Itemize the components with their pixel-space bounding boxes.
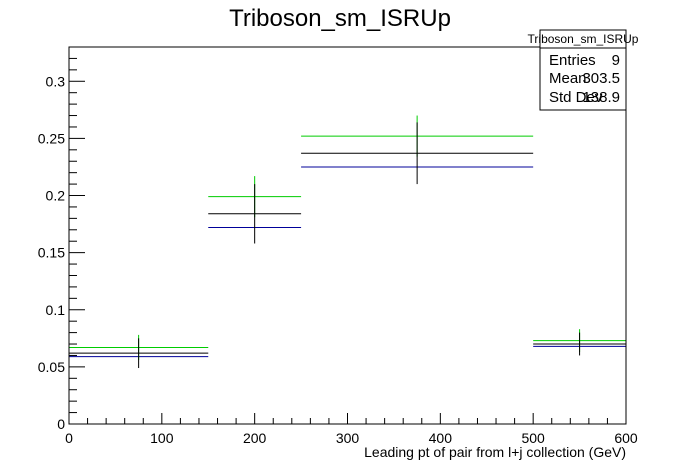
y-tick-label: 0 (57, 416, 65, 432)
y-tick-label: 0.05 (38, 359, 65, 375)
x-axis-label: Leading pt of pair from l+j collection (… (364, 444, 626, 460)
y-tick-label: 0.25 (38, 130, 65, 146)
stats-label-mean: Mean (549, 70, 587, 87)
x-tick-label: 600 (614, 430, 638, 446)
chart-title: Triboson_sm_ISRUp (229, 5, 451, 32)
x-tick-label: 300 (336, 430, 360, 446)
stats-box-frame (539, 29, 627, 111)
x-tick-label: 500 (521, 430, 545, 446)
x-tick-label: 0 (65, 430, 73, 446)
stats-value-std-dev: 138.9 (582, 89, 620, 106)
y-tick-label: 0.3 (46, 73, 66, 89)
x-tick-label: 100 (150, 430, 174, 446)
y-tick-label: 0.1 (46, 302, 66, 318)
x-tick-label: 400 (429, 430, 453, 446)
stats-label-entries: Entries (549, 52, 596, 69)
x-tick-label: 200 (243, 430, 267, 446)
axes-layer: 0 100 200 300 400 500 600 0 0.05 0.1 0.15 0.2 0.25 0.… (38, 46, 638, 446)
data-layer (69, 115, 626, 369)
y-tick-label: 0.15 (38, 245, 65, 261)
stats-label-std-dev: Std Dev (549, 89, 603, 106)
stats-value-mean: 303.5 (582, 70, 620, 87)
y-tick-label: 0.2 (46, 188, 66, 204)
stats-box-title: Triboson_sm_ISRUp (528, 32, 639, 46)
stats-box: Triboson_sm_ISRUp Entries 9 Mean 303.5 S… (528, 29, 639, 111)
stats-value-entries: 9 (612, 52, 620, 69)
